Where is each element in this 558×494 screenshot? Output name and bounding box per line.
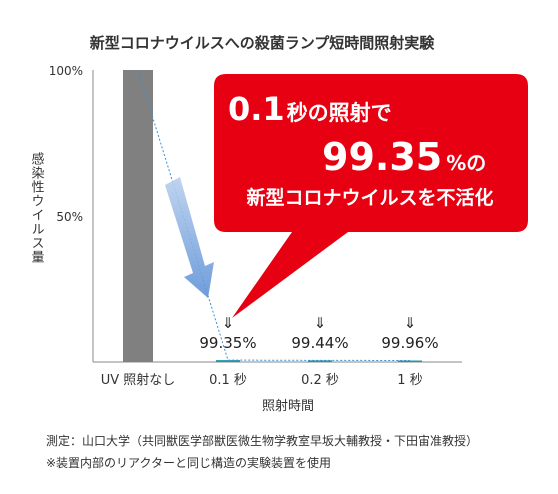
value-label-1: 99.96% [381, 334, 438, 352]
note-measurement: 測定：山口大学（共同獣医学部獣医微生物学教室早坂大輔教授・下田宙准教授） [46, 434, 479, 448]
bar-0-2-sec [308, 360, 332, 362]
down-arrow-icon [165, 177, 214, 298]
value-label-0-2: 99.44% [291, 334, 348, 352]
bar-1-sec [398, 360, 422, 362]
value-label-0-1: 99.35% [199, 334, 256, 352]
category-label-1: 1 秒 [397, 373, 422, 388]
chart-title: 新型コロナウイルスへの殺菌ランプ短時間照射実験 [90, 34, 436, 52]
category-label-0-2: 0.2 秒 [301, 373, 339, 388]
y-tick-label-100: 100% [49, 64, 83, 78]
arrow-glyph-0-2: ⇓ [314, 314, 327, 332]
bar-uv-none [123, 70, 153, 362]
bar-0-1-sec [216, 360, 240, 362]
svg-text:99.35%の: 99.35 %の [322, 135, 486, 179]
x-axis-label: 照射時間 [262, 398, 314, 414]
arrow-glyph-0-1: ⇓ [222, 314, 235, 332]
callout-text-2: %の [446, 151, 486, 175]
svg-text:0.1秒の照射で: 0.1秒の照射で [228, 90, 392, 128]
callout-bubble: 0.1秒の照射で 99.35 %の 新型コロナウイルスを不活化 [214, 74, 528, 318]
callout-number-2: 99.35 [322, 135, 442, 179]
callout-text-1: 秒の照射で [287, 101, 392, 125]
category-label-uv-none: UV 照射なし [101, 372, 176, 388]
note-apparatus: ※装置内部のリアクターと同じ構造の実験装置を使用 [46, 456, 331, 470]
category-label-0-1: 0.1 秒 [209, 373, 247, 388]
trend-line [137, 69, 411, 361]
callout-text-3: 新型コロナウイルスを不活化 [246, 186, 493, 209]
callout-number-1: 0.1 [228, 90, 285, 128]
y-tick-label-50: 50% [56, 210, 83, 224]
y-axis-label: 感染性ウイルス量 [29, 151, 45, 264]
arrow-glyph-1: ⇓ [404, 314, 417, 332]
